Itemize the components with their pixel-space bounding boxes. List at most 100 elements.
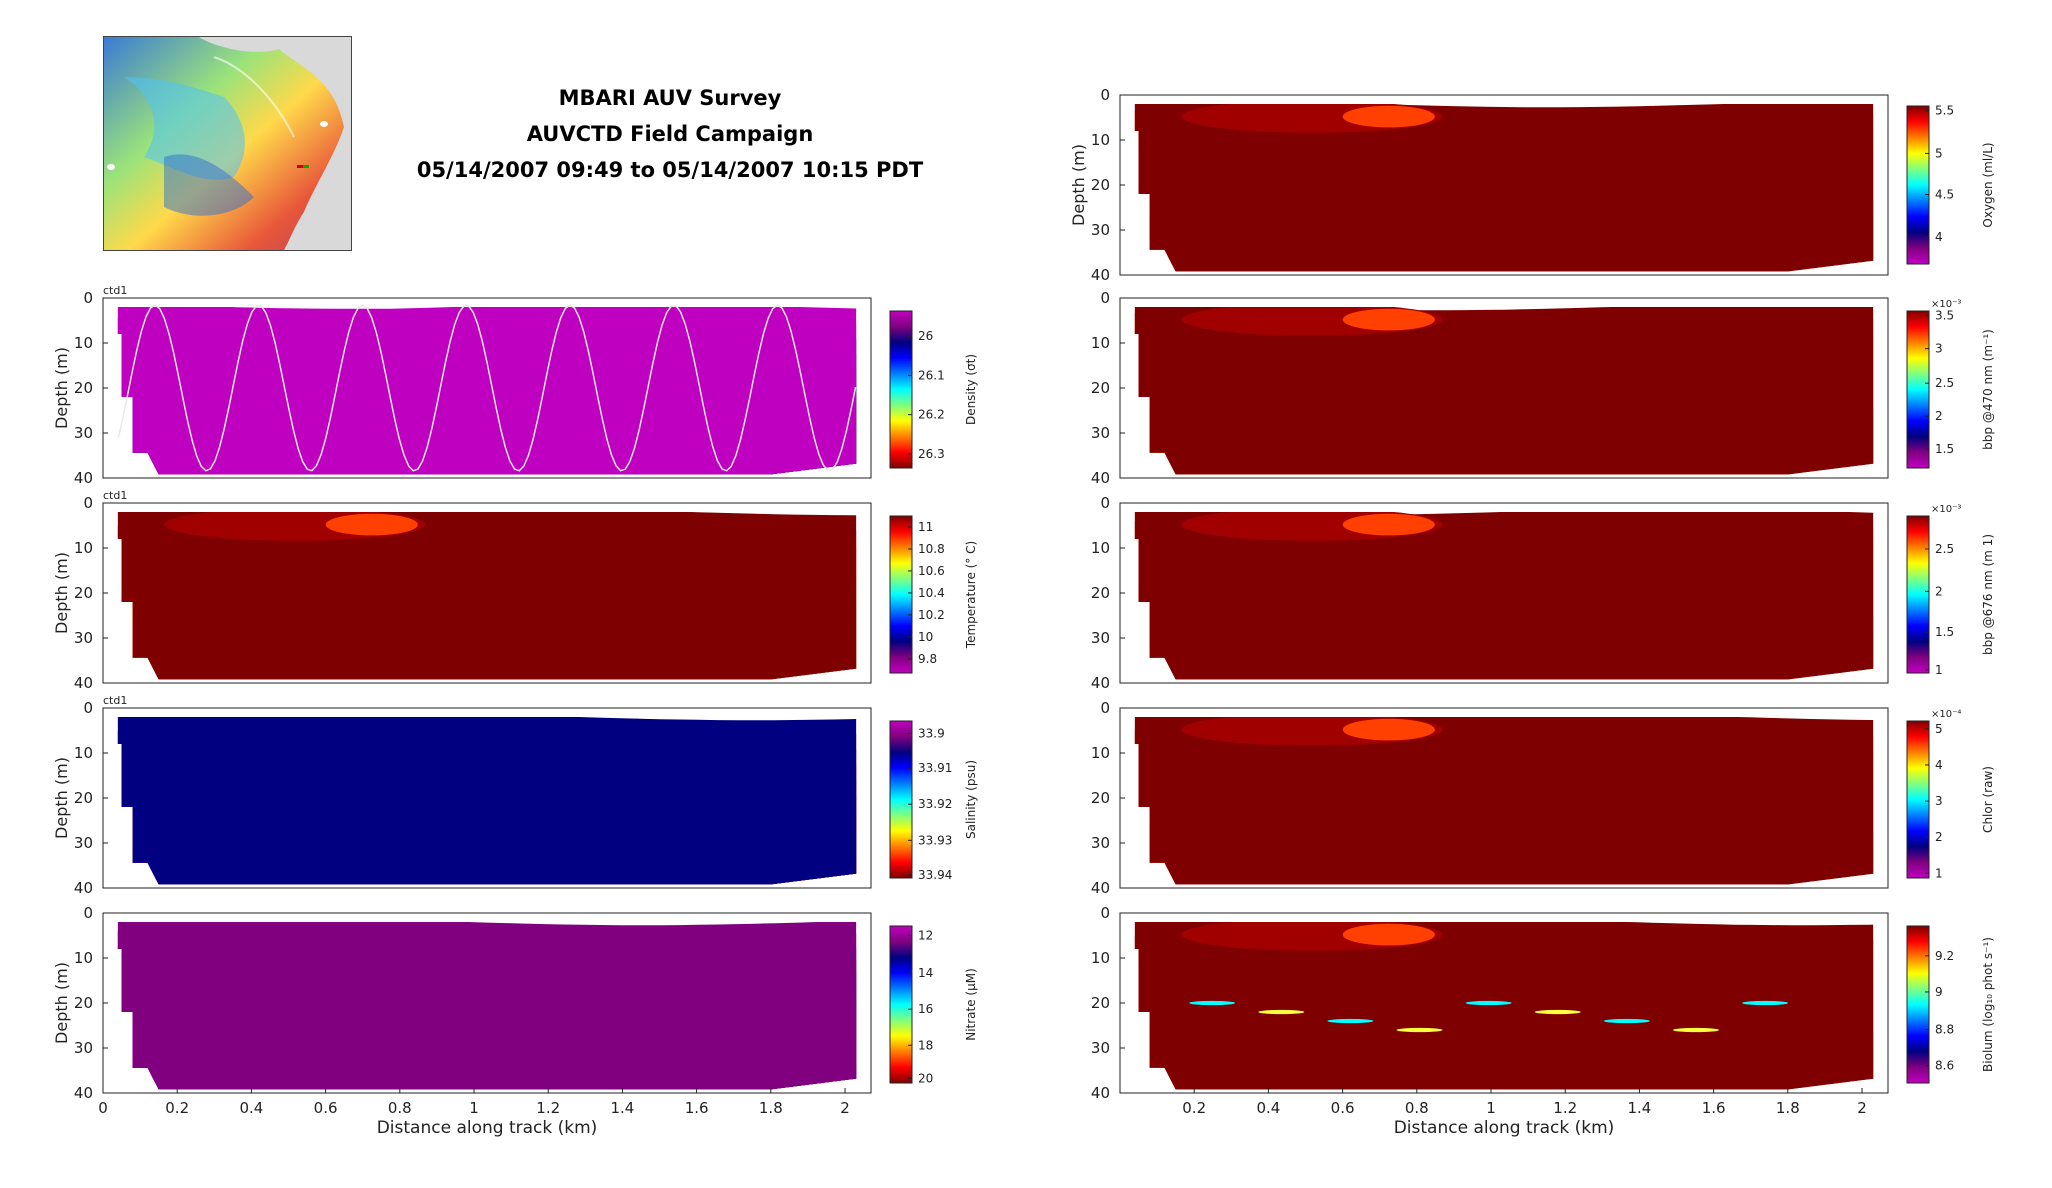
colorbar-tick-label: 26.2 [918,408,945,422]
y-tick-label: 20 [74,994,93,1012]
y-tick-label: 10 [74,539,93,557]
biolum-flash [1189,1000,1236,1006]
x-tick-label: 1.4 [1627,1099,1651,1117]
colorbar: 5.5 5 4.5 4 Oxygen (ml/L) [1906,104,1995,265]
panel-label: ctd1 [103,489,127,502]
x-tick-label: 1.4 [610,1099,634,1117]
colorbar: 9.2 9 8.8 8.6 Biolum (log₁₀ phot s⁻¹) [1906,925,1995,1084]
y-tick-label: 30 [1091,221,1110,239]
panel-biolum: 0 10 20 30 40 0.2 0.4 0.6 0.8 1 1.2 1.4 1.6 1.8 2 Dista… [1091,904,1995,1138]
colorbar-tick-label: 33.93 [918,833,952,847]
bathymetry-map-image [104,37,351,250]
y-axis-label: Depth (m) [52,552,71,634]
x-tick-label: 0.6 [1331,1099,1355,1117]
y-tick-label: 0 [1100,494,1110,512]
x-tick-label: 0.2 [165,1099,189,1117]
panel-bbp676: 0 10 20 30 40 2.5 2 1.5 1 ×10⁻³ bbp @676 nm (m 1) [1091,494,1995,692]
colorbar-tick-label: 10.8 [918,542,945,556]
y-axis-label: Depth (m) [52,757,71,839]
y-tick-label: 0 [1100,289,1110,307]
x-tick-label: 1.2 [536,1099,560,1117]
heatmap-field [117,717,857,885]
x-tick-label: 1.8 [759,1099,783,1117]
x-tick-label: 0.4 [1256,1099,1280,1117]
colorbar-exponent: ×10⁻⁴ [1931,709,1961,720]
y-tick-label: 20 [1091,584,1110,602]
colorbar-tick-label: 9.8 [918,652,937,666]
heatmap-field [1134,307,1874,475]
y-tick-label: 0 [83,699,93,717]
x-tick-label: 0 [98,1099,108,1117]
colorbar: 3.5 3 2.5 2 1.5 ×10⁻³ bbp @470 nm (m⁻¹) [1906,299,1995,469]
colorbar: 5 4 3 2 1 ×10⁻⁴ Chlor (raw) [1906,709,1995,880]
y-tick-label: 10 [74,949,93,967]
x-tick-label: 1.6 [685,1099,709,1117]
colorbar-tick-label: 33.9 [918,727,945,741]
y-tick-label: 10 [1091,539,1110,557]
colorbar-tick-label: 26.1 [918,368,945,382]
colorbar-tick-label: 4 [1935,758,1943,772]
biolum-flash [1742,1000,1789,1006]
heatmap-field [1134,717,1874,885]
y-axis-label: Depth (m) [1069,144,1088,226]
panel-oxygen: 0 10 20 30 40 Depth (m) 5.5 5 4.5 4 Oxygen (ml/L) [1069,86,1995,284]
colorbar-tick-label: 33.91 [918,761,952,775]
x-tick-label: 1 [1486,1099,1496,1117]
colorbar-tick-label: 1.5 [1935,625,1954,639]
colorbar: 2.5 2 1.5 1 ×10⁻³ bbp @676 nm (m 1) [1906,504,1995,677]
auv-trajectory [117,304,857,472]
colorbar-tick-label: 16 [918,1002,933,1016]
y-tick-label: 10 [74,744,93,762]
colorbar-tick-label: 5 [1935,146,1943,160]
x-tick-label: 1 [469,1099,479,1117]
x-tick-label: 0.8 [1405,1099,1429,1117]
colorbar-label: bbp @470 nm (m⁻¹) [1981,329,1995,450]
title-line-2: AUVCTD Field Campaign [526,122,814,146]
colorbar-tick-label: 18 [918,1038,933,1052]
contour-band [117,922,857,1090]
y-axis-label: Depth (m) [52,347,71,429]
y-tick-label: 10 [1091,949,1110,967]
colorbar-gradient [1906,310,1930,469]
panel-chlor: 0 10 20 30 40 5 4 3 2 1 ×10⁻⁴ Chlor (raw) [1091,699,1995,897]
heatmap-field [117,307,857,475]
x-tick-label: 1.8 [1776,1099,1800,1117]
y-tick-label: 30 [1091,424,1110,442]
x-tick-label: 1.6 [1702,1099,1726,1117]
colorbar-gradient [1906,515,1930,674]
x-tick-label: 2 [840,1099,850,1117]
y-tick-label: 40 [74,674,93,692]
colorbar: 12 14 16 18 20 Nitrate (μM) [889,925,978,1085]
colorbar-tick-label: 1.5 [1935,442,1954,456]
colorbar-label: bbp @676 nm (m 1) [1981,534,1995,655]
colorbar-label: Oxygen (ml/L) [1981,142,1995,227]
y-tick-label: 20 [74,584,93,602]
colorbar-tick-label: 20 [918,1071,933,1085]
colorbar-gradient [889,720,913,879]
contour-band [1134,717,1874,885]
colorbar-tick-label: 2 [1935,409,1943,423]
title-line-3: 05/14/2007 09:49 to 05/14/2007 10:15 PDT [416,158,924,182]
y-tick-label: 40 [1091,469,1110,487]
y-tick-label: 20 [1091,994,1110,1012]
colorbar-gradient [889,515,913,674]
y-tick-label: 40 [1091,879,1110,897]
y-tick-label: 30 [74,1039,93,1057]
colorbar-tick-label: 1 [1935,663,1943,677]
y-tick-label: 0 [1100,86,1110,104]
heatmap-field [117,512,857,680]
colorbar-gradient [889,310,913,469]
panel-nitrate: 0 10 20 30 40 0 0.2 0.4 0.6 0.8 1 1.2 1.4 1.6 1.8 2 Dept… [52,904,978,1138]
y-axis-label: Depth (m) [52,962,71,1044]
colorbar-tick-label: 26 [918,329,933,343]
y-tick-label: 30 [1091,834,1110,852]
colorbar-exponent: ×10⁻³ [1931,504,1961,515]
y-tick-label: 0 [83,494,93,512]
surface-patch [1342,308,1435,331]
colorbar-tick-label: 12 [918,928,933,942]
biolum-flash [1534,1009,1581,1015]
y-tick-label: 0 [1100,699,1110,717]
colorbar-tick-label: 2 [1935,584,1943,598]
y-tick-label: 20 [74,379,93,397]
